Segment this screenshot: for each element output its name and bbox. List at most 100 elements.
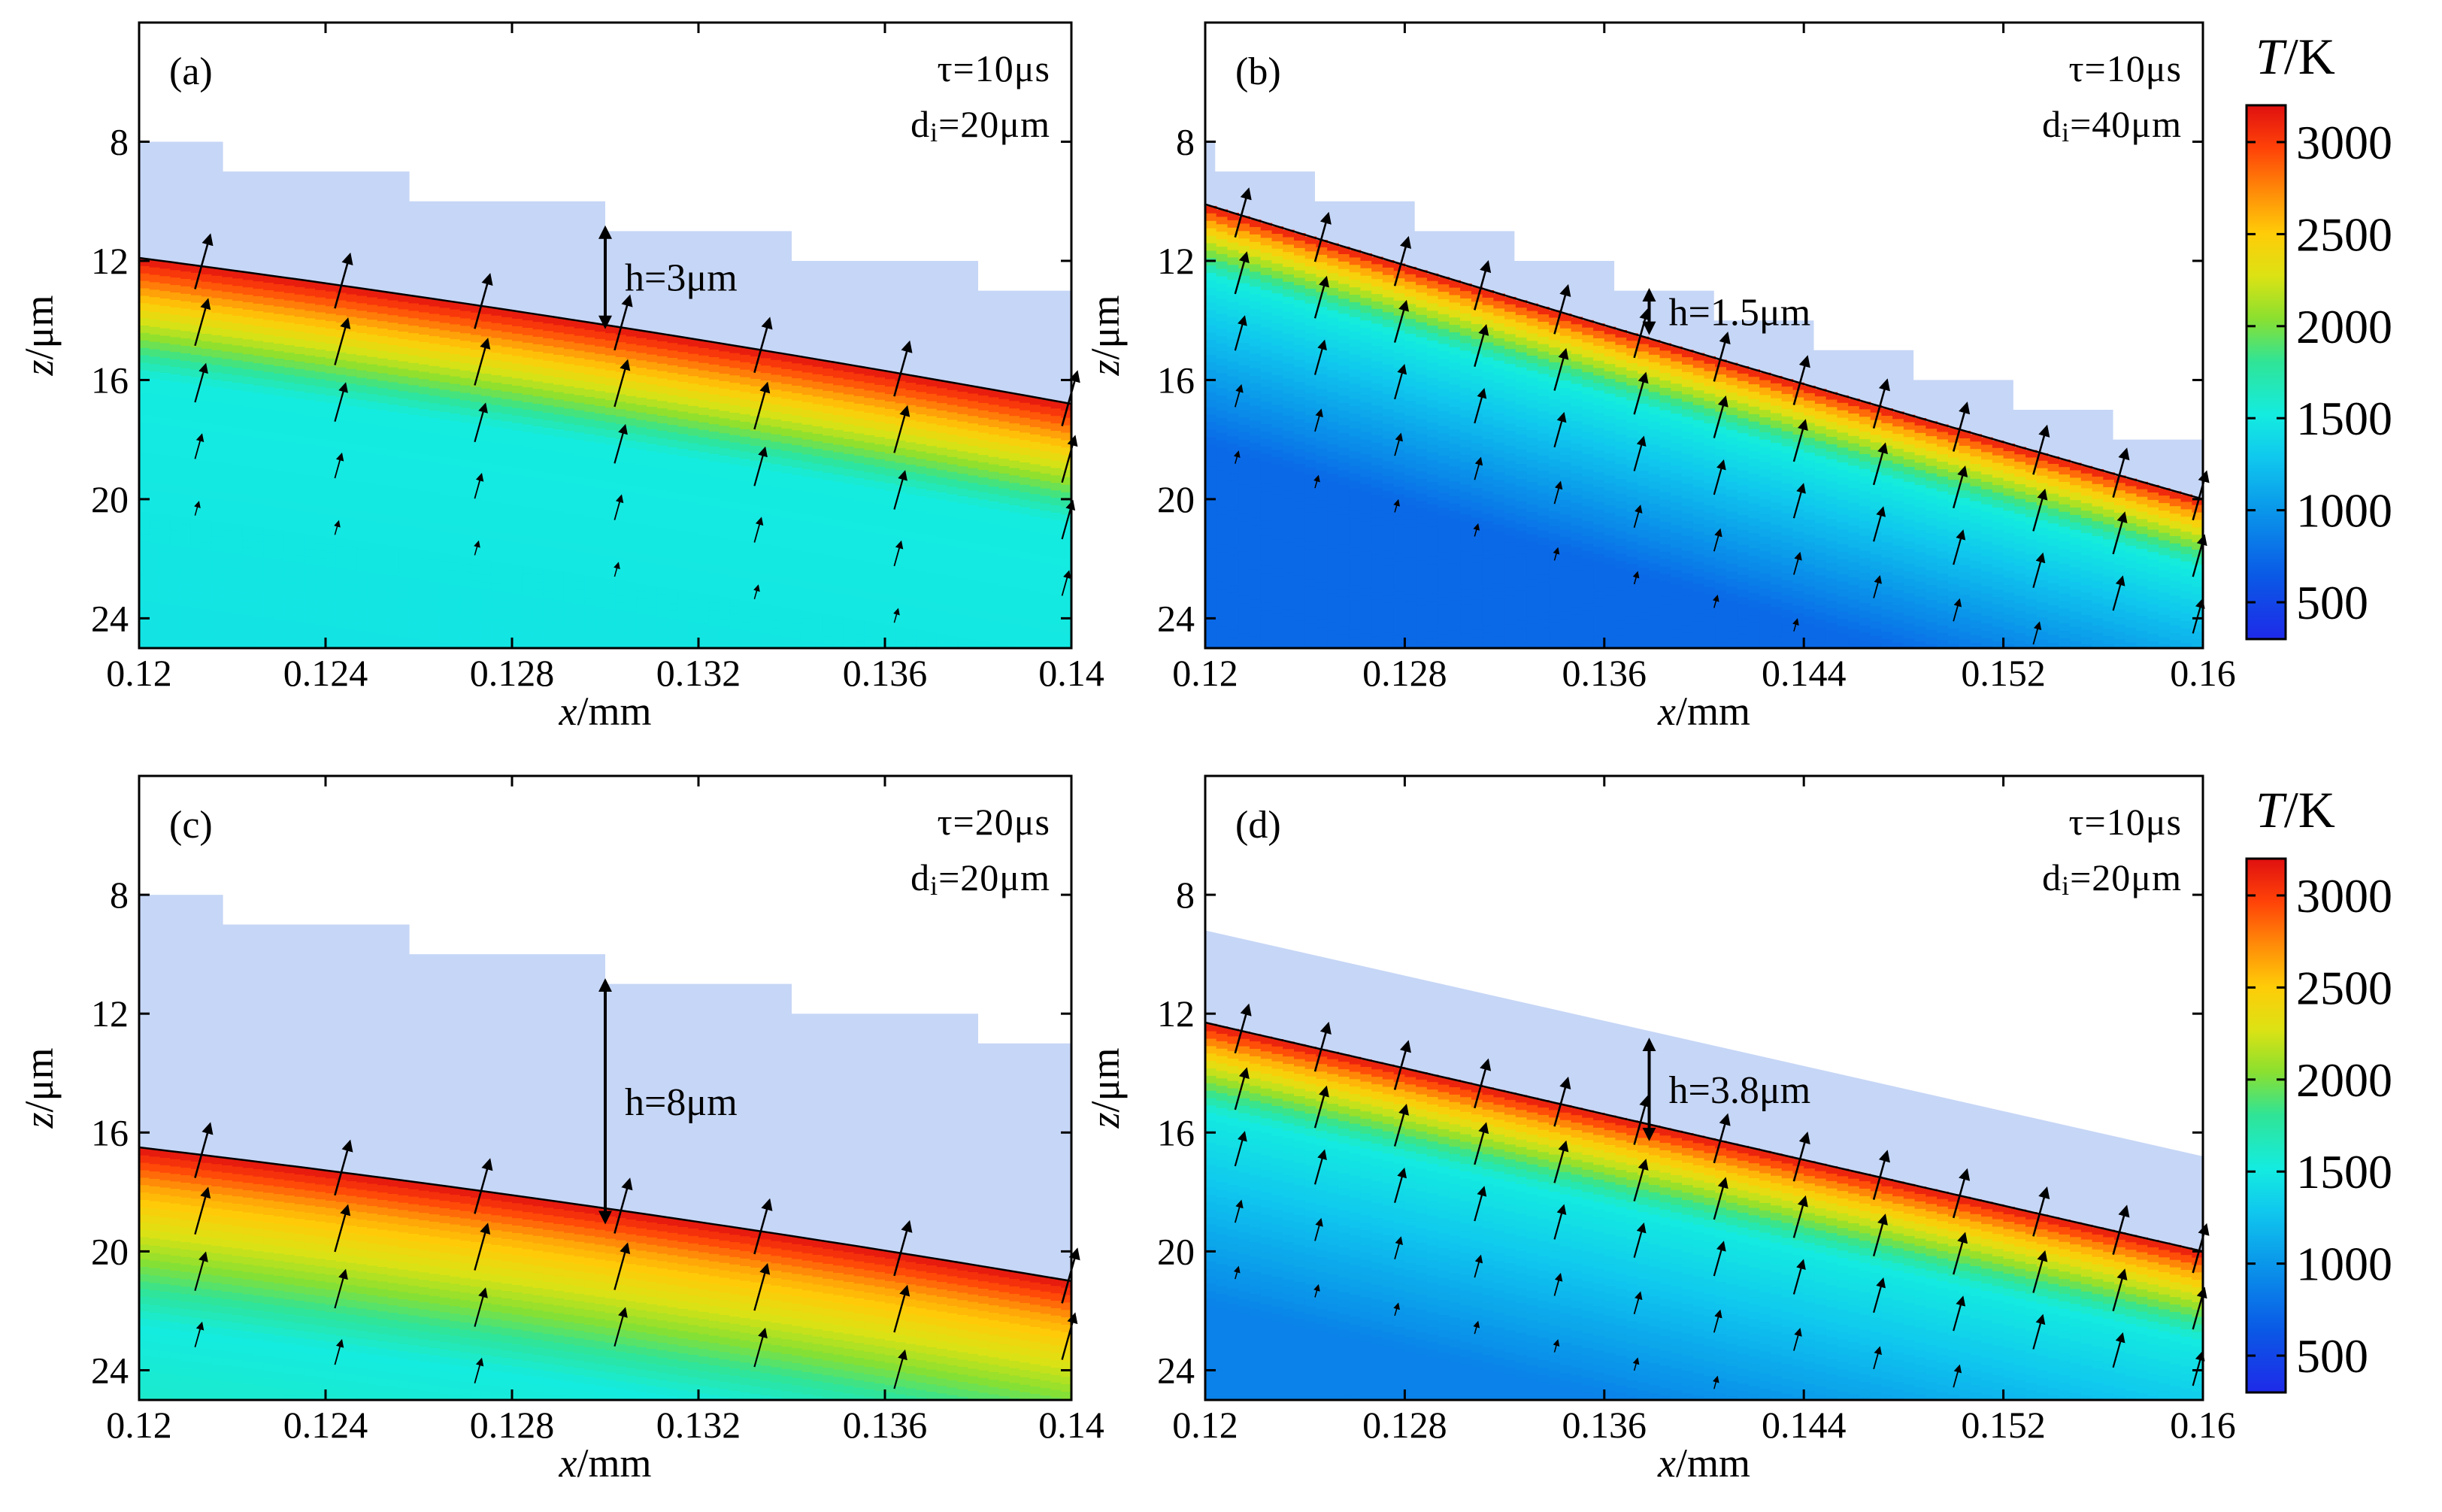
field-cell (1327, 340, 1339, 348)
field-cell (429, 619, 441, 628)
field-cell (801, 603, 813, 612)
field-cell (636, 390, 647, 398)
field-cell (180, 375, 192, 384)
field-cell (429, 321, 441, 329)
field-cell (367, 379, 378, 388)
x-tick-label: 0.12 (106, 652, 172, 694)
field-cell (874, 526, 886, 535)
field-cell (274, 321, 285, 330)
field-cell (232, 539, 244, 547)
field-cell (1349, 406, 1362, 415)
velocity-arrow (334, 252, 353, 309)
field-cell (864, 644, 875, 649)
field-cell (1294, 568, 1306, 577)
field-cell (926, 528, 938, 536)
field-cell (180, 331, 192, 339)
field-cell (626, 552, 638, 561)
field-cell (708, 573, 720, 581)
field-cell (853, 567, 865, 576)
field-cell (1040, 406, 1052, 415)
field-cell (926, 460, 938, 469)
field-cell (532, 381, 544, 390)
field-cell (480, 544, 492, 553)
field-cell (574, 514, 586, 523)
field-cell (253, 356, 265, 364)
field-cell (480, 597, 492, 605)
field-cell (335, 426, 347, 435)
x-tick-label: 0.136 (843, 652, 928, 694)
field-cell (326, 350, 337, 359)
field-cell (283, 292, 295, 301)
field-cell (926, 550, 938, 559)
field-cell (636, 427, 647, 436)
field-cell (232, 532, 244, 540)
field-cell (1349, 317, 1362, 326)
field-cell (563, 341, 575, 350)
field-cell (729, 457, 741, 465)
field-cell (1250, 510, 1262, 518)
field-cell (563, 393, 575, 402)
field-cell (439, 598, 451, 607)
field-cell (760, 410, 772, 419)
field-cell (1250, 472, 1262, 481)
field-cell (470, 528, 482, 537)
field-cell (656, 334, 668, 342)
field-cell (304, 423, 316, 431)
field-cell (149, 334, 161, 343)
field-cell (222, 553, 233, 561)
field-cell (543, 360, 554, 369)
field-cell (232, 435, 244, 444)
field-cell (667, 365, 679, 374)
field-cell (667, 432, 679, 441)
field-cell (408, 437, 420, 446)
field-cell (283, 389, 295, 398)
field-cell (698, 608, 710, 617)
field-cell (584, 419, 595, 428)
field-cell (615, 595, 627, 604)
field-cell (522, 611, 534, 620)
field-cell (1360, 342, 1372, 351)
field-cell (895, 380, 907, 389)
field-cell (781, 577, 792, 586)
field-cell (698, 408, 710, 416)
field-cell (439, 501, 451, 510)
field-cell (729, 568, 741, 577)
field-cell (853, 463, 865, 471)
field-cell (315, 282, 326, 291)
field-cell (615, 550, 627, 559)
field-cell (677, 516, 689, 524)
field-cell (595, 488, 606, 496)
field-cell (574, 537, 586, 545)
field-cell (885, 543, 896, 551)
field-cell (1327, 474, 1339, 483)
field-cell (326, 634, 337, 642)
field-cell (1271, 471, 1283, 480)
field-cell (201, 512, 213, 521)
field-cell (439, 479, 451, 488)
field-cell (1205, 280, 1217, 289)
field-cell (574, 469, 586, 478)
field-cell (1349, 414, 1362, 423)
field-cell (532, 493, 544, 501)
field-cell (605, 549, 617, 558)
field-cell (1029, 561, 1041, 569)
field-cell (688, 644, 699, 649)
field-cell (947, 605, 959, 614)
field-cell (947, 397, 959, 406)
field-cell (139, 541, 150, 550)
field-cell (916, 563, 927, 571)
field-cell (294, 511, 306, 519)
field-cell (1250, 458, 1262, 466)
field-cell (450, 450, 461, 459)
field-cell (1360, 387, 1372, 395)
field-cell (626, 523, 638, 531)
field-cell (1061, 589, 1072, 598)
field-cell (1205, 623, 1217, 632)
field-cell (1360, 641, 1372, 649)
field-cell (242, 622, 254, 631)
field-cell (1304, 274, 1317, 282)
field-cell (605, 467, 617, 476)
field-cell (605, 452, 617, 461)
field-cell (895, 515, 907, 523)
field-cell (553, 422, 565, 430)
